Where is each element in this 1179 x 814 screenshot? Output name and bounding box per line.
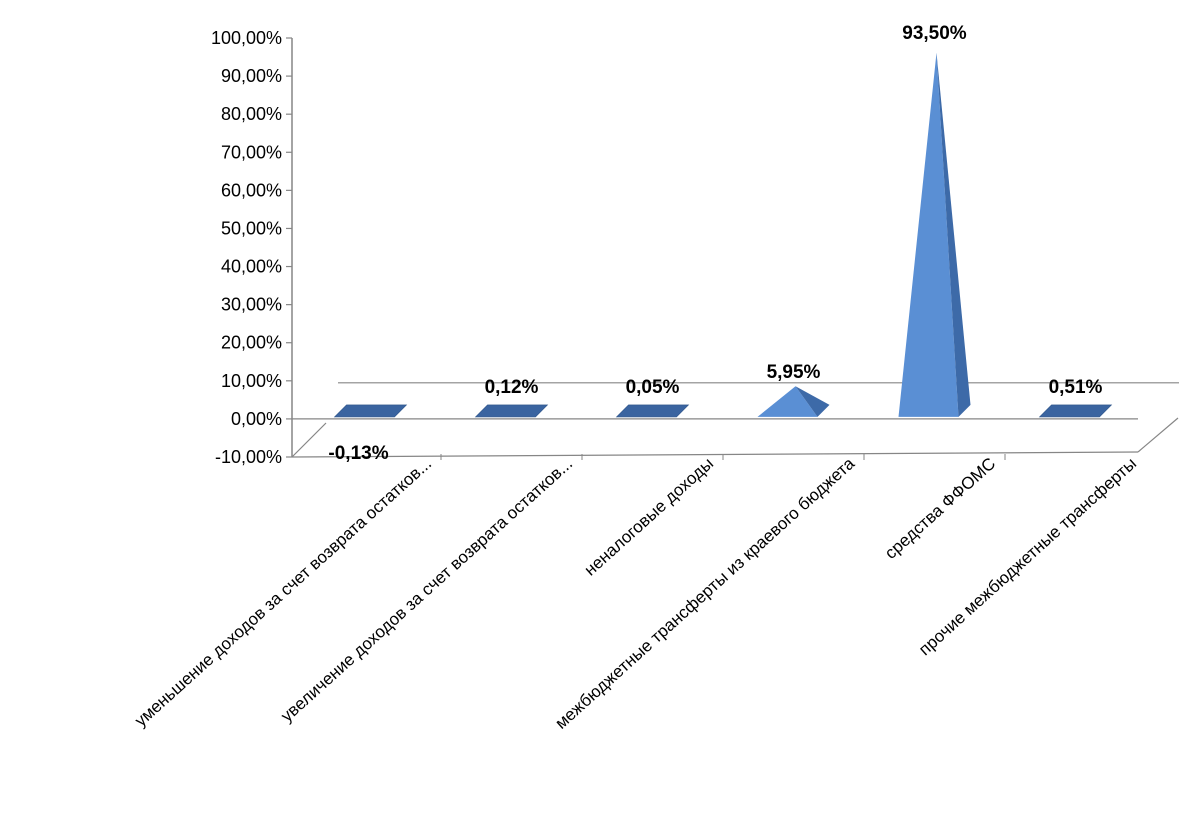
y-tick-label: 70,00% [221, 142, 282, 162]
x-category-label: прочие межбюджетные трансферты [915, 454, 1140, 659]
data-label: -0,13% [328, 443, 388, 464]
y-tick-label: -10,00% [215, 447, 282, 467]
y-tick-label: 20,00% [221, 333, 282, 353]
pyramid-base [333, 404, 408, 418]
y-axis-ticks: 100,00% 90,00% 80,00% 70,00% 60,00% 50,00% 40,… [211, 28, 292, 467]
x-category-label: межбюджетные трансферты из краевого бюдж… [551, 453, 858, 732]
pyramid-mark [898, 52, 971, 417]
x-category-label: средства ФФОМС [881, 454, 999, 563]
data-label: 5,95% [767, 362, 821, 383]
pyramid-mark [474, 404, 549, 418]
y-tick-label: 40,00% [221, 257, 282, 277]
y-tick-label: 60,00% [221, 180, 282, 200]
pyramid-front-face [898, 52, 959, 417]
axis-layer [291, 38, 1179, 460]
pyramid-mark [757, 386, 830, 417]
data-labels: -0,13% 0,12% 0,05% 5,95% 93,50% 0,51% [328, 23, 1102, 464]
floor-right-edge [1137, 417, 1179, 453]
data-label: 0,12% [485, 377, 539, 398]
pyramid-base [1038, 404, 1113, 418]
pyramid-mark [1038, 404, 1113, 418]
data-label: 93,50% [902, 23, 967, 44]
y-tick-label: 100,00% [211, 28, 282, 48]
y-tick-label: 50,00% [221, 218, 282, 238]
pyramid-side-face [795, 386, 830, 417]
data-marks [333, 52, 1113, 418]
floor-front-edge [291, 451, 1139, 458]
pyramid-mark [615, 404, 690, 418]
category-labels: уменьшение доходов за счет возврата оста… [131, 453, 1140, 732]
data-label: 0,05% [626, 377, 680, 398]
y-tick-label: 80,00% [221, 104, 282, 124]
floor-left-edge [291, 422, 327, 458]
x-category-label: неналоговые доходы [581, 454, 718, 580]
y-tick-label: 90,00% [221, 66, 282, 86]
pyramid-front-face [757, 386, 818, 417]
data-label: 0,51% [1049, 377, 1103, 398]
y-tick-label: 0,00% [231, 409, 282, 429]
pyramid-side-face [936, 52, 971, 417]
pyramid-base [615, 404, 690, 418]
y-tick-label: 10,00% [221, 371, 282, 391]
pyramid-mark [333, 404, 408, 418]
x-category-label: увеличение доходов за счет возврата оста… [277, 454, 576, 726]
x-category-label: уменьшение доходов за счет возврата оста… [131, 454, 435, 730]
pyramid-base [474, 404, 549, 418]
y-tick-label: 30,00% [221, 295, 282, 315]
